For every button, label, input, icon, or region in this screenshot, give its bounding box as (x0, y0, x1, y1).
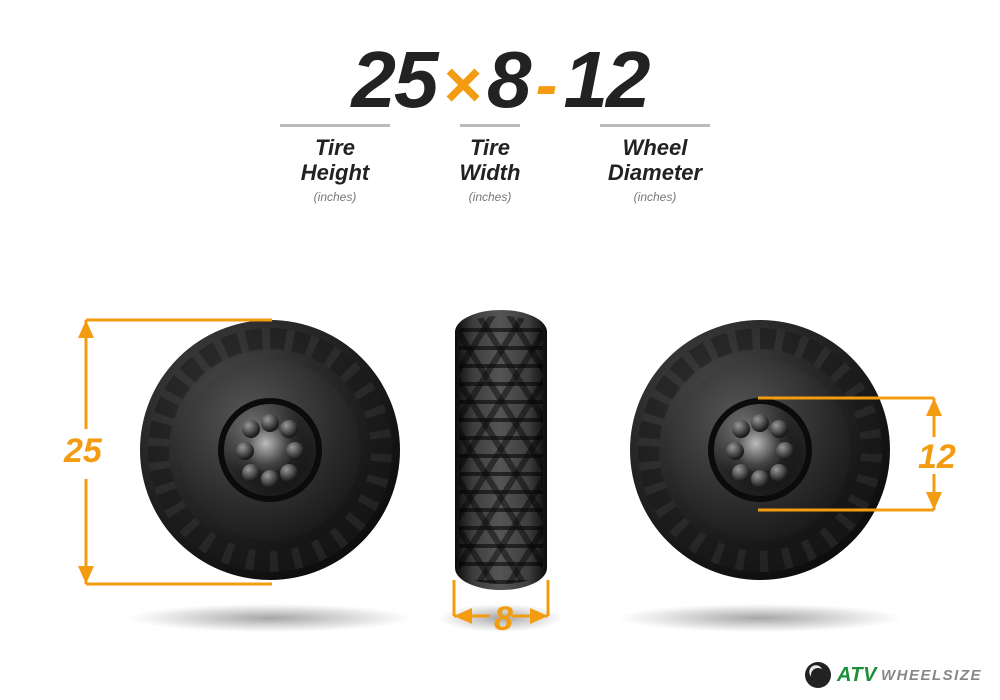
size-code: 25 × 8 - 12 (0, 40, 1000, 120)
label-tire-height: TireHeight (inches) (250, 124, 420, 204)
brand-logo: ATV WHEELSIZE (805, 662, 982, 688)
tire-shadow (130, 604, 410, 632)
tire-shadow (620, 604, 900, 632)
label-wheel-diameter: WheelDiameter (inches) (560, 124, 750, 204)
dimension-tire-height-label: 25 (64, 432, 102, 471)
size-code-header: 25 × 8 - 12 TireHeight (inches) TireWidt… (0, 40, 1000, 204)
brand-atv: ATV (837, 664, 877, 687)
size-height-value: 25 (352, 40, 437, 120)
size-width-value: 8 (487, 40, 530, 120)
label-tire-width: TireWidth (inches) (420, 124, 560, 204)
brand-wheelsize: WHEELSIZE (881, 667, 982, 684)
size-labels: TireHeight (inches) TireWidth (inches) W… (0, 124, 1000, 204)
dimension-tire-width-label: 8 (494, 600, 513, 639)
dimension-wheel-diameter-label: 12 (918, 438, 956, 477)
size-sep-times: × (442, 51, 481, 117)
dimension-tire-height (62, 314, 412, 600)
tire-side-view (455, 310, 547, 590)
size-diameter-value: 12 (564, 40, 649, 120)
tire-diagram: 25 8 12 (0, 300, 1000, 640)
size-sep-dash: - (536, 51, 558, 117)
tire-icon (805, 662, 831, 688)
